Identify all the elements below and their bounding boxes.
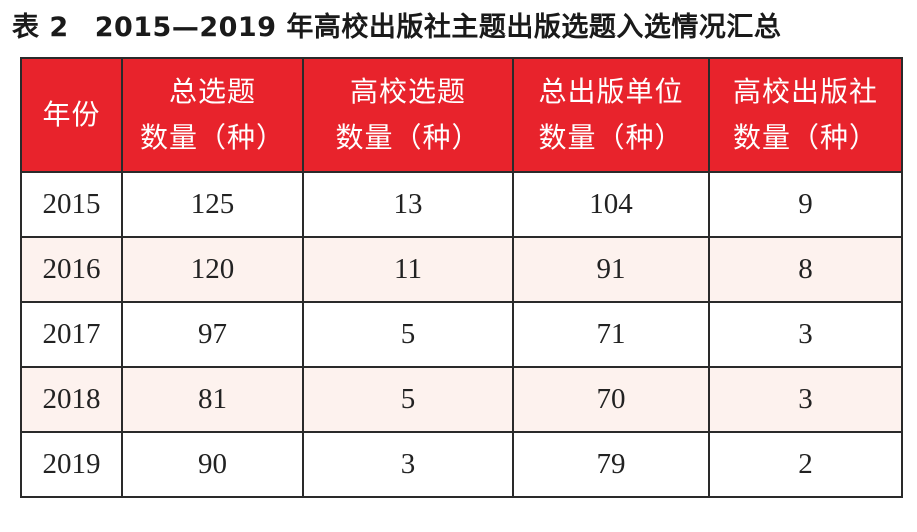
header-total-topics: 总选题 数量（种）: [121, 57, 304, 173]
table-row: 2015 125 13 104 9: [20, 171, 903, 238]
cell-total-topics: 120: [121, 236, 304, 303]
header-year: 年份: [20, 57, 123, 173]
cell-university-topics: 5: [302, 366, 514, 433]
header-total-topics-line1: 总选题: [168, 75, 256, 108]
cell-year: 2019: [20, 431, 123, 498]
table-body: 2015 125 13 104 9 2016 120 11 91 8 2017 …: [20, 171, 903, 498]
header-total-topics-line2: 数量（种）: [139, 121, 285, 154]
header-total-publishers-line2: 数量（种）: [538, 121, 684, 154]
cell-university-topics: 13: [302, 171, 514, 238]
data-table: 年份 总选题 数量（种） 高校选题 数量（种） 总出版单位 数量（种） 高校出版…: [20, 57, 903, 498]
cell-year: 2017: [20, 301, 123, 368]
cell-university-presses: 3: [708, 301, 903, 368]
header-university-topics-line1: 高校选题: [349, 75, 466, 108]
cell-university-topics: 11: [302, 236, 514, 303]
header-total-publishers-line1: 总出版单位: [538, 75, 684, 108]
cell-total-topics: 90: [121, 431, 304, 498]
table-row: 2017 97 5 71 3: [20, 301, 903, 368]
cell-year: 2018: [20, 366, 123, 433]
cell-total-publishers: 79: [512, 431, 710, 498]
cell-university-presses: 9: [708, 171, 903, 238]
header-total-publishers: 总出版单位 数量（种）: [512, 57, 710, 173]
table-row: 2018 81 5 70 3: [20, 366, 903, 433]
cell-university-presses: 2: [708, 431, 903, 498]
table-title: 2015—2019 年高校出版社主题出版选题入选情况汇总: [94, 12, 782, 43]
header-university-topics-line2: 数量（种）: [335, 121, 481, 154]
cell-total-publishers: 91: [512, 236, 710, 303]
table-number: 表 2: [12, 12, 69, 43]
cell-year: 2016: [20, 236, 123, 303]
table-row: 2019 90 3 79 2: [20, 431, 903, 498]
cell-total-topics: 125: [121, 171, 304, 238]
table-caption: 表 2 2015—2019 年高校出版社主题出版选题入选情况汇总: [12, 6, 781, 50]
header-row: 年份 总选题 数量（种） 高校选题 数量（种） 总出版单位 数量（种） 高校出版…: [20, 57, 903, 173]
table-row: 2016 120 11 91 8: [20, 236, 903, 303]
header-university-presses-line2: 数量（种）: [732, 121, 878, 154]
header-university-presses-line1: 高校出版社: [732, 75, 878, 108]
header-year-label: 年份: [42, 98, 101, 131]
cell-university-topics: 5: [302, 301, 514, 368]
cell-total-publishers: 104: [512, 171, 710, 238]
cell-total-publishers: 71: [512, 301, 710, 368]
header-university-presses: 高校出版社 数量（种）: [708, 57, 903, 173]
header-university-topics: 高校选题 数量（种）: [302, 57, 514, 173]
cell-total-topics: 97: [121, 301, 304, 368]
cell-university-topics: 3: [302, 431, 514, 498]
cell-total-topics: 81: [121, 366, 304, 433]
cell-total-publishers: 70: [512, 366, 710, 433]
cell-university-presses: 8: [708, 236, 903, 303]
cell-year: 2015: [20, 171, 123, 238]
table-header: 年份 总选题 数量（种） 高校选题 数量（种） 总出版单位 数量（种） 高校出版…: [20, 57, 903, 173]
cell-university-presses: 3: [708, 366, 903, 433]
